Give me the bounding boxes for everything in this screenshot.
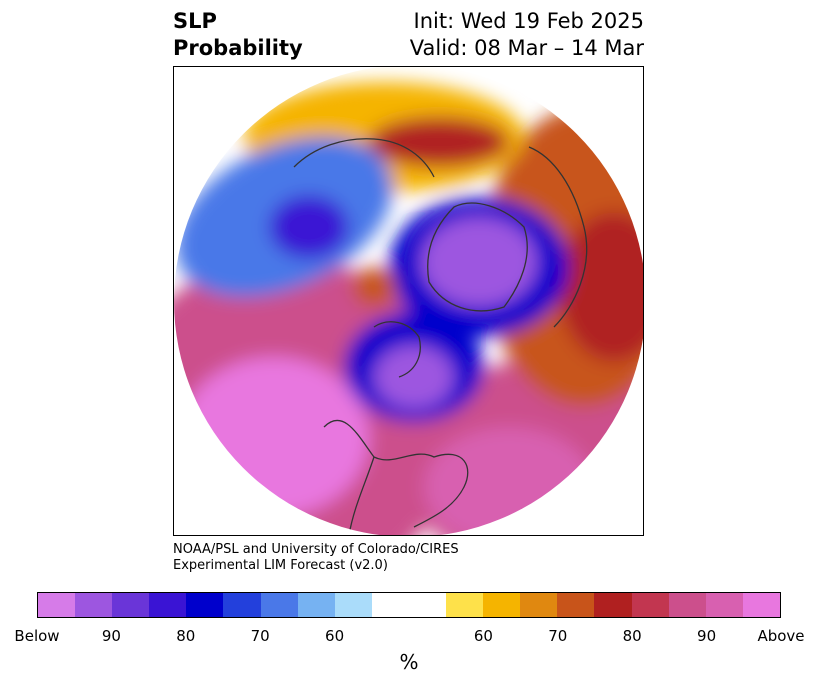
credit-line-2: Experimental LIM Forecast (v2.0)	[173, 558, 388, 573]
colorbar-below-8	[334, 593, 372, 617]
colorbar-tick-label: 90	[101, 627, 121, 645]
colorbar-tick-label: 90	[697, 627, 717, 645]
colorbar-tick-label: Below	[14, 627, 60, 645]
colorbar-below-5	[223, 593, 261, 617]
title-line-1: SLP	[173, 9, 217, 33]
colorbar-tick-label: 80	[622, 627, 642, 645]
pacific-high-core	[179, 357, 369, 517]
colorbar-unit: %	[399, 650, 419, 674]
forecast-disc	[174, 67, 643, 535]
colorbar-below-6	[260, 593, 298, 617]
probability-map	[174, 67, 643, 535]
coastlines	[293, 138, 588, 535]
colorbar-above-4	[594, 593, 632, 617]
title-line-2: Probability	[173, 36, 303, 60]
colorbar-below-7	[297, 593, 335, 617]
colorbar-tick-label: 60	[473, 627, 493, 645]
polar-high	[352, 267, 396, 307]
greenland-low-core	[374, 345, 454, 409]
colorbar-above-1	[483, 593, 521, 617]
colorbar-above-3	[557, 593, 595, 617]
colorbar-below-4	[186, 593, 224, 617]
colorbar-above-2	[520, 593, 558, 617]
colorbar-above-7	[705, 593, 743, 617]
colorbar-above-6	[668, 593, 706, 617]
siberia-high-core	[369, 117, 509, 167]
colorbar-below-1	[75, 593, 113, 617]
colorbar-below-3	[149, 593, 187, 617]
colorbar-below-2	[112, 593, 150, 617]
credit-line-1: NOAA/PSL and University of Colorado/CIRE…	[173, 542, 459, 557]
colorbar-tick-label: 70	[250, 627, 270, 645]
colorbar-above-0	[446, 593, 484, 617]
colorbar-neutral	[371, 593, 447, 617]
map-title: SLP Probability	[173, 8, 303, 62]
init-date: Init: Wed 19 Feb 2025	[413, 9, 644, 33]
colorbar	[37, 592, 781, 618]
colorbar-below-0	[38, 593, 76, 617]
colorbar-above-5	[631, 593, 669, 617]
credit-text: NOAA/PSL and University of Colorado/CIRE…	[173, 542, 459, 574]
colorbar-tick-label: 70	[548, 627, 568, 645]
colorbar-above-8	[742, 593, 780, 617]
map-panel	[173, 66, 644, 536]
colorbar-tick-label: 80	[176, 627, 196, 645]
colorbar-tick-label: Above	[757, 627, 805, 645]
forecast-dates: Init: Wed 19 Feb 2025 Valid: 08 Mar – 14…	[410, 8, 644, 62]
valid-range: Valid: 08 Mar – 14 Mar	[409, 36, 644, 60]
pacific-low-core	[269, 195, 349, 259]
colorbar-tick-label: 60	[325, 627, 345, 645]
arctic-low-core	[421, 217, 537, 307]
